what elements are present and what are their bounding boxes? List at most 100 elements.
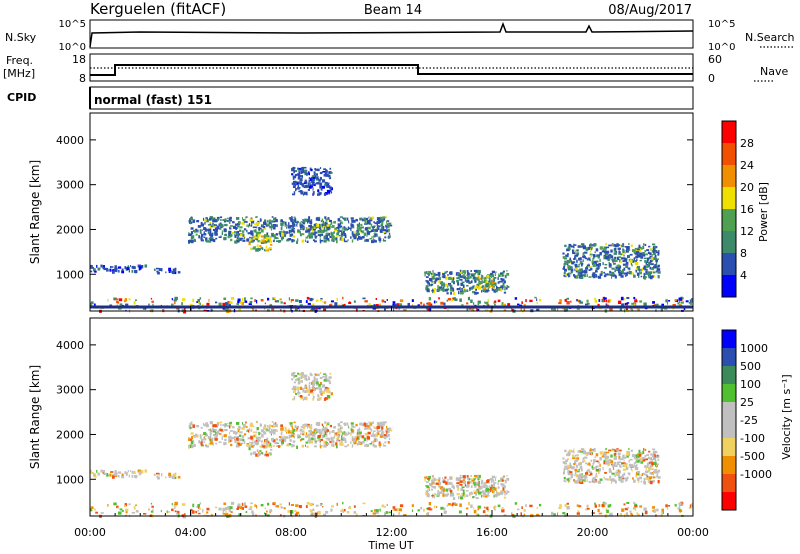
velocity-cell <box>171 475 175 479</box>
velocity-cell <box>279 503 282 506</box>
power-cell <box>321 218 324 222</box>
velocity-cell <box>379 508 381 512</box>
power-cell <box>350 236 352 239</box>
velocity-cell <box>576 512 580 515</box>
power-cell <box>214 230 216 234</box>
velocity-cell <box>487 509 490 512</box>
velocity-cell <box>323 434 325 437</box>
power-cell <box>246 220 248 223</box>
power-cell <box>536 302 539 304</box>
power-cell <box>382 216 386 219</box>
power-cell <box>209 233 213 237</box>
power-cell <box>218 228 222 230</box>
velocity-cell <box>634 465 638 467</box>
power-cell <box>441 283 443 286</box>
velocity-cell <box>308 384 311 388</box>
power-cell <box>648 271 653 275</box>
velocity-cell <box>307 425 311 428</box>
power-cell <box>358 222 360 225</box>
velocity-cell <box>566 506 570 510</box>
power-cell <box>320 298 323 300</box>
velocity-cell <box>629 464 633 468</box>
velocity-cell <box>322 506 324 508</box>
power-cell <box>383 238 385 241</box>
power-cell <box>489 282 492 285</box>
power-cell <box>640 275 643 278</box>
power-colorbar-segment <box>722 165 736 187</box>
velocity-cell <box>611 448 614 450</box>
power-cell <box>340 237 342 241</box>
velocity-cell <box>565 459 569 462</box>
power-cell <box>314 225 318 228</box>
velocity-cell <box>523 513 526 516</box>
power-cell <box>269 221 273 225</box>
power-cell <box>464 278 466 282</box>
power-cell <box>443 274 446 279</box>
power-cell <box>194 229 196 234</box>
power-cell <box>263 240 268 244</box>
power-cell <box>439 286 443 289</box>
velocity-cell <box>595 453 599 457</box>
velocity-cell <box>272 431 276 435</box>
power-colorbar-frame <box>721 120 737 298</box>
velocity-cell <box>443 507 446 511</box>
power-cell <box>459 287 461 291</box>
power-cell <box>664 308 668 310</box>
power-cell <box>504 274 507 279</box>
velocity-cell <box>478 486 482 490</box>
velocity-cell <box>188 425 192 428</box>
velocity-cell <box>261 434 264 438</box>
velocity-cell <box>656 465 658 469</box>
velocity-cell <box>674 504 677 507</box>
velocity-cell <box>284 429 288 432</box>
power-cell <box>241 230 245 233</box>
velocity-cell <box>602 453 607 456</box>
velocity-cell <box>566 502 569 505</box>
velocity-cell <box>578 504 580 508</box>
velocity-cell <box>434 493 436 496</box>
velocity-cell <box>468 477 471 481</box>
power-cell <box>388 224 393 227</box>
velocity-cell <box>437 490 439 494</box>
power-cell <box>678 297 682 301</box>
power-cell <box>310 235 314 239</box>
power-cell <box>213 224 217 226</box>
power-cell <box>574 268 576 272</box>
power-cell <box>123 300 127 303</box>
power-cell <box>297 238 299 242</box>
velocity-cell <box>324 377 328 380</box>
power-cell <box>653 257 657 260</box>
power-cell <box>242 217 243 220</box>
power-cell <box>325 222 328 224</box>
velocity-cell <box>656 463 658 467</box>
power-cell <box>278 240 280 243</box>
power-cell <box>289 234 292 237</box>
power-cell <box>649 252 652 256</box>
power-cell <box>226 220 229 222</box>
power-cell <box>117 302 119 304</box>
power-cell <box>615 268 619 271</box>
velocity-cell <box>318 431 322 435</box>
power-cell <box>347 239 349 241</box>
velocity-cell <box>576 457 580 460</box>
velocity-cell <box>313 435 316 437</box>
velocity-cell <box>588 451 592 455</box>
velocity-cell <box>497 486 500 489</box>
power-cell <box>466 284 469 287</box>
velocity-cell <box>351 444 354 448</box>
power-cell <box>483 279 487 282</box>
power-cell <box>491 283 493 287</box>
velocity-cell <box>492 490 495 493</box>
velocity-cell <box>618 455 620 459</box>
velocity-cell <box>456 493 460 496</box>
velocity-cell <box>252 452 256 455</box>
power-cell <box>564 298 567 302</box>
velocity-cell <box>298 505 302 509</box>
velocity-cell <box>315 383 320 386</box>
velocity-cell <box>300 375 303 379</box>
x-tick-label: 00:00 <box>74 526 106 539</box>
power-cell <box>649 266 652 270</box>
velocity-cell <box>486 484 488 488</box>
velocity-cell <box>619 465 622 468</box>
velocity-cell <box>370 434 374 437</box>
